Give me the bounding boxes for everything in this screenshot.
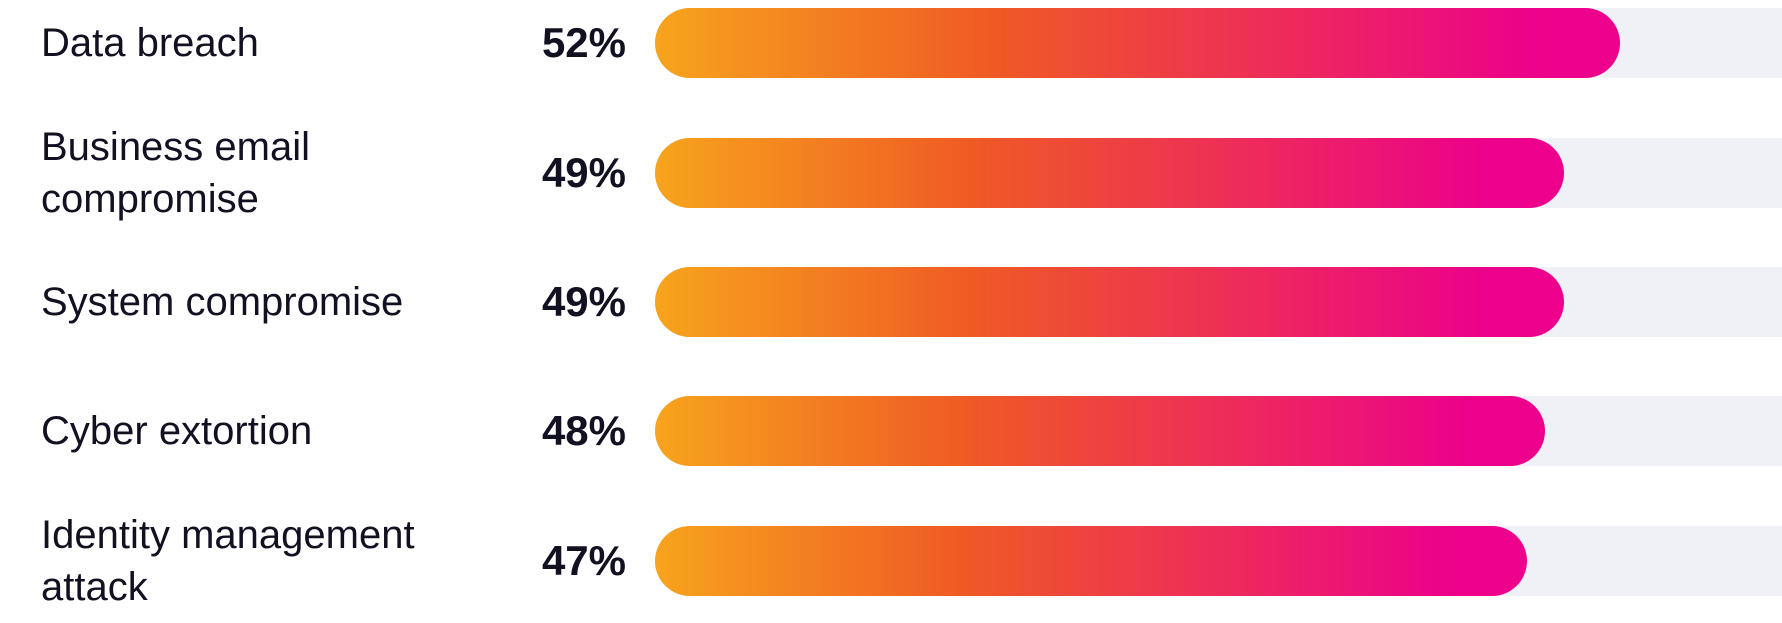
- category-label: Data breach: [41, 21, 259, 65]
- category-label: Cyber extortion: [41, 409, 313, 453]
- value-label: 49%: [541, 278, 626, 325]
- bar-row: Data breach 52%: [0, 8, 1782, 78]
- category-label: Business email compromise: [41, 125, 311, 221]
- bar-row: Identity management attack 47%: [0, 513, 1782, 609]
- bar: [655, 267, 1564, 337]
- value-label: 48%: [541, 407, 626, 454]
- value-label: 47%: [541, 537, 626, 584]
- bar-row: Business email compromise 49%: [0, 125, 1782, 221]
- bar: [655, 526, 1527, 596]
- bar: [655, 138, 1564, 208]
- value-label: 52%: [541, 19, 626, 66]
- bar: [655, 396, 1545, 466]
- bar-row: System compromise 49%: [0, 267, 1782, 337]
- value-label: 49%: [541, 149, 626, 196]
- category-label: Identity management attack: [41, 513, 415, 609]
- bar: [655, 8, 1620, 78]
- category-label: System compromise: [41, 280, 404, 324]
- bar-row: Cyber extortion 48%: [0, 396, 1782, 466]
